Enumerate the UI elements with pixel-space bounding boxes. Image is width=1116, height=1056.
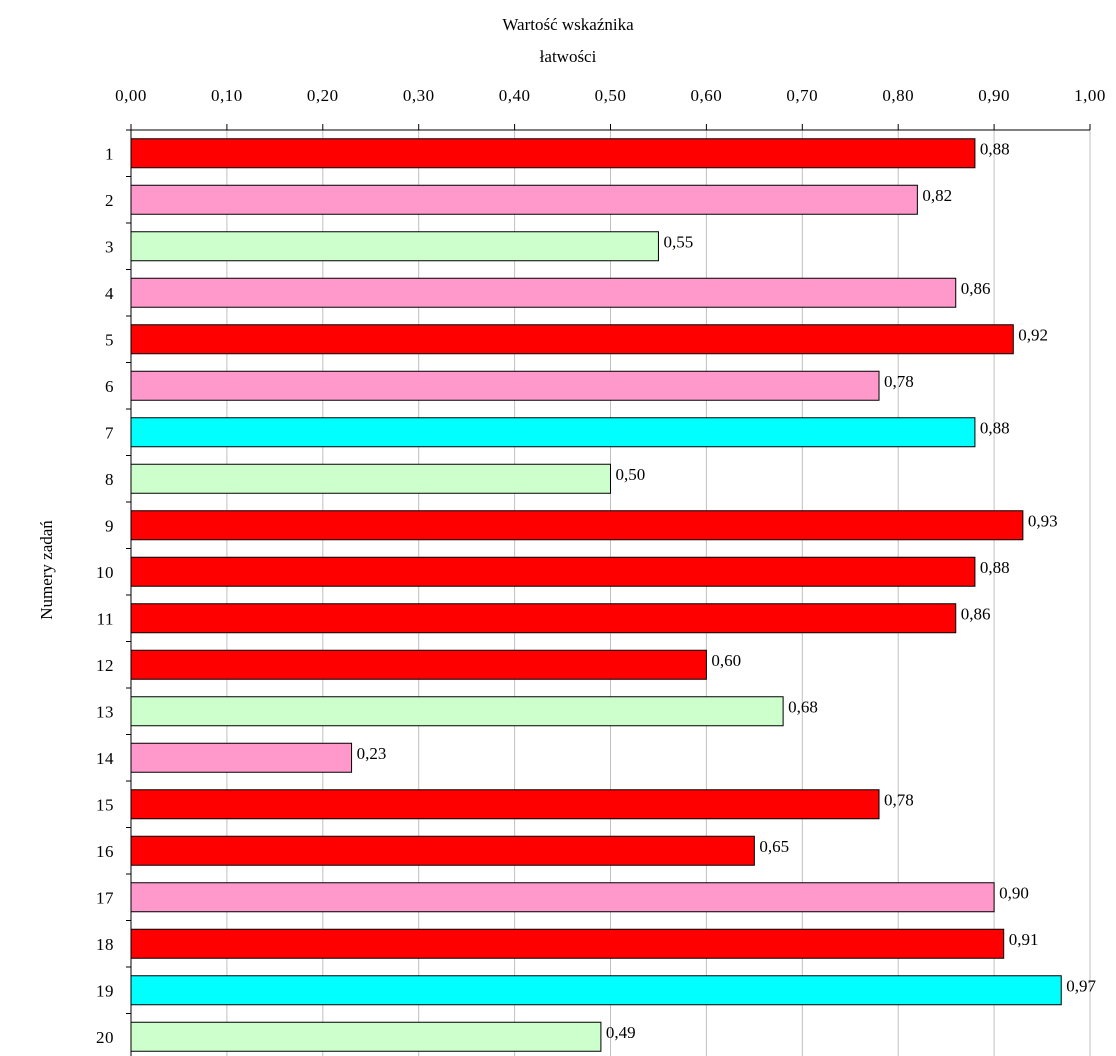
bar (130, 975, 1062, 1006)
bar (130, 789, 880, 820)
data-label: 0,78 (884, 372, 914, 391)
labels: 0,00 0,10 0,20 0,30 0,40 0,50 0,60 0,70 0,80 0,90… (96, 86, 1106, 1047)
data-label: 0,78 (884, 790, 914, 809)
x-tick-label: 0,60 (691, 86, 723, 105)
bar (130, 417, 976, 448)
data-label: 0,86 (961, 279, 991, 298)
y-category-label: 18 (96, 935, 114, 954)
data-label: 0,90 (999, 883, 1029, 902)
data-label: 0,55 (663, 232, 693, 251)
y-axis-title: Numery zadań (37, 520, 56, 620)
bar (130, 696, 784, 727)
bar (130, 184, 918, 215)
bar (130, 463, 611, 494)
y-category-label: 16 (96, 842, 114, 861)
data-label: 0,23 (357, 744, 387, 763)
bar (130, 603, 957, 634)
x-tick-label: 0,00 (115, 86, 147, 105)
y-category-label: 17 (96, 888, 114, 907)
y-category-label: 15 (96, 795, 114, 814)
bar (130, 556, 976, 587)
chart-title-line-1: Wartość wskaźnika (502, 15, 634, 34)
y-category-label: 8 (105, 470, 114, 489)
data-label: 0,92 (1018, 325, 1048, 344)
bar (130, 324, 1014, 355)
data-label: 0,60 (711, 651, 741, 670)
x-tick-label: 0,40 (499, 86, 531, 105)
bar (130, 882, 995, 913)
y-category-label: 2 (105, 191, 114, 210)
y-category-label: 6 (105, 377, 114, 396)
y-category-label: 4 (105, 284, 114, 303)
bar (130, 649, 707, 680)
data-label: 0,93 (1028, 511, 1058, 530)
axes (126, 124, 1091, 1056)
data-label: 0,65 (759, 837, 789, 856)
bar (130, 510, 1024, 541)
y-category-label: 20 (96, 1028, 114, 1047)
grid-lines (226, 130, 1091, 1056)
data-label: 0,50 (616, 465, 646, 484)
data-label: 0,82 (922, 186, 952, 205)
x-tick-label: 0,30 (403, 86, 435, 105)
data-label: 0,88 (980, 558, 1010, 577)
y-category-label: 13 (96, 702, 114, 721)
bar (130, 370, 880, 401)
y-category-label: 10 (96, 563, 114, 582)
y-category-label: 5 (105, 330, 114, 349)
data-label: 0,91 (1009, 930, 1039, 949)
x-tick-label: 0,70 (786, 86, 818, 105)
bar (130, 231, 659, 262)
x-tick-label: 0,90 (978, 86, 1010, 105)
bar (130, 928, 1005, 959)
x-tick-label: 1,00 (1074, 86, 1106, 105)
bar (130, 835, 755, 866)
y-category-label: 1 (105, 144, 114, 163)
bar (130, 1021, 602, 1052)
y-category-label: 19 (96, 981, 114, 1000)
y-category-label: 3 (105, 237, 114, 256)
y-category-label: 7 (105, 423, 114, 442)
y-category-label: 12 (96, 656, 114, 675)
data-label: 0,88 (980, 418, 1010, 437)
data-label: 0,86 (961, 604, 991, 623)
bar (130, 138, 976, 169)
x-tick-label: 0,50 (595, 86, 627, 105)
x-tick-label: 0,10 (211, 86, 243, 105)
x-tick-label: 0,80 (882, 86, 914, 105)
bar (130, 742, 353, 773)
data-label: 0,68 (788, 697, 818, 716)
y-category-label: 9 (105, 516, 114, 535)
y-category-label: 11 (97, 609, 114, 628)
y-category-label: 14 (96, 749, 114, 768)
bar (130, 277, 957, 308)
chart-title-line-2: łatwości (540, 47, 597, 66)
bars (130, 138, 1062, 1052)
data-label: 0,88 (980, 139, 1010, 158)
data-label: 0,49 (606, 1023, 636, 1042)
x-tick-label: 0,20 (307, 86, 339, 105)
data-label: 0,97 (1066, 976, 1096, 995)
